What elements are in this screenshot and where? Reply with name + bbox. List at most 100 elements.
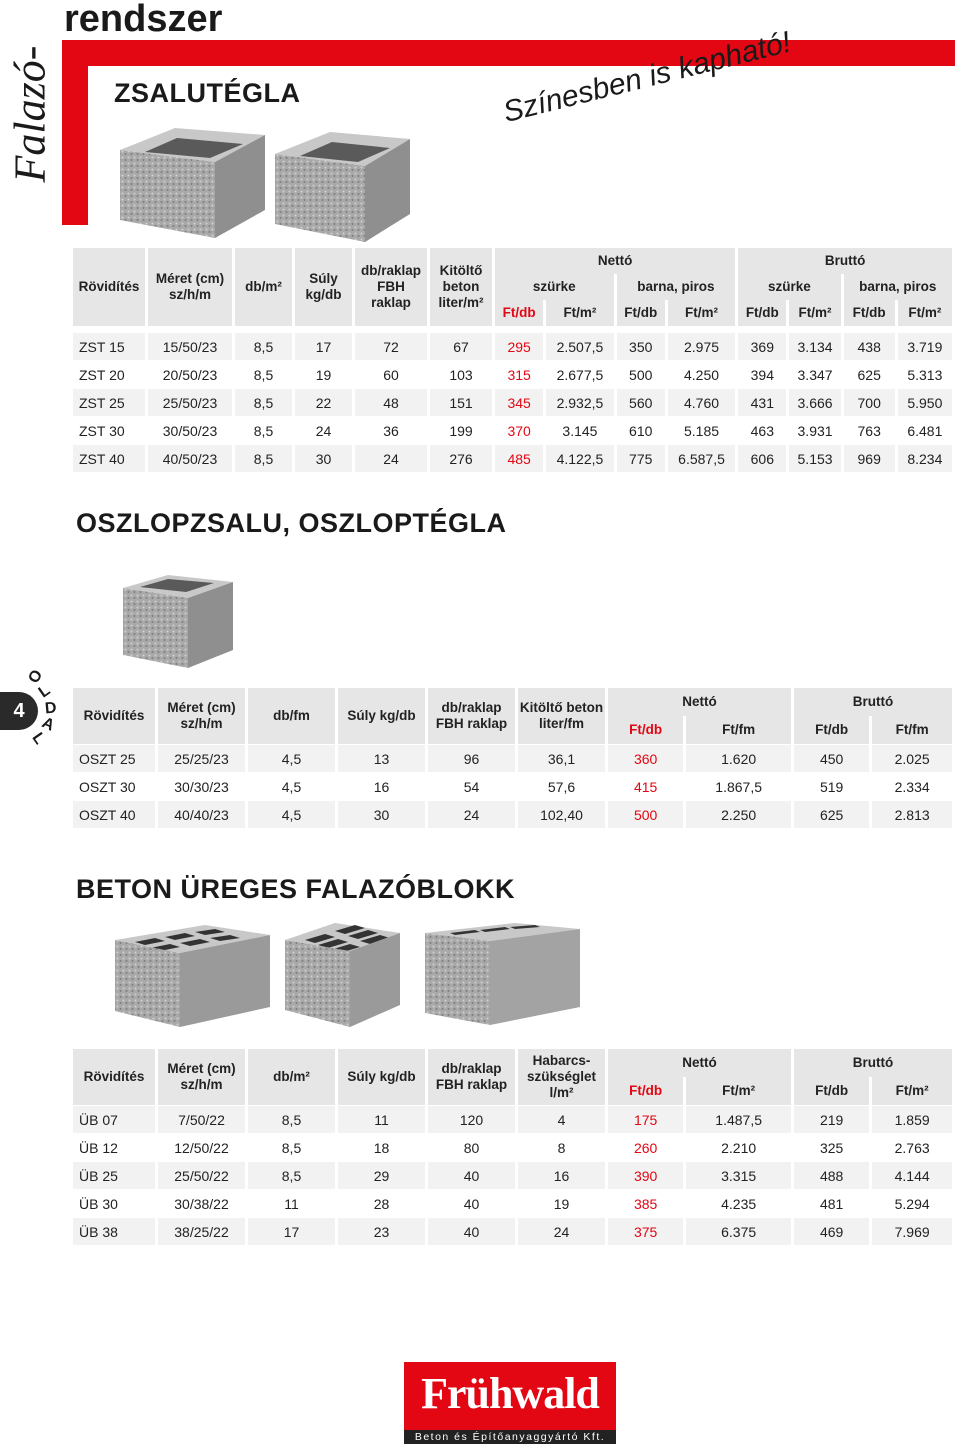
table-cell: 175	[608, 1105, 684, 1133]
table-row: OSZT 30 30/30/23 4,5 16 54 57,6 415 1.867,5 519 2…	[73, 772, 952, 800]
col-header-netto: Nettó	[495, 248, 736, 274]
table-cell: ZST 30	[73, 416, 145, 444]
table-row: ZST 30 30/50/23 8,5 24 36 199 370 3.145 610 5.185…	[73, 416, 952, 444]
col-header-ftfm: Ft/fm	[872, 716, 952, 744]
table-cell: 151	[430, 388, 492, 416]
table-cell: 4	[518, 1105, 605, 1133]
table-cell: 219	[794, 1105, 870, 1133]
oldal-letter: L	[28, 729, 49, 748]
col-header-ftm2: Ft/m²	[686, 1077, 792, 1105]
col-header-brutto: Bruttó	[794, 688, 952, 716]
table-cell: 763	[843, 416, 895, 444]
table-cell: 394	[738, 360, 787, 388]
table-cell: 606	[738, 444, 787, 472]
zsalutegla-product-image	[120, 128, 410, 242]
table-cell: 40	[428, 1189, 515, 1217]
table-cell: 8,5	[235, 416, 292, 444]
table-cell: 11	[248, 1189, 335, 1217]
col-header-abbr: Rövidítés	[73, 1049, 155, 1105]
table-cell: 700	[843, 388, 895, 416]
table-cell: 6.587,5	[667, 444, 736, 472]
col-header-fill: Kitöltő beton liter/m²	[430, 248, 492, 326]
table-cell: 325	[794, 1133, 870, 1161]
table-cell: 260	[608, 1133, 684, 1161]
col-header-pallet: db/raklap FBH raklap	[428, 688, 515, 744]
table-cell: 463	[738, 416, 787, 444]
table-cell: 48	[355, 388, 427, 416]
table-cell: 4,5	[248, 772, 335, 800]
table-cell: 3.719	[897, 332, 952, 360]
table-cell: 2.932,5	[546, 388, 614, 416]
table-cell: 560	[616, 388, 665, 416]
table-cell: 40	[428, 1161, 515, 1189]
ub-price-table: Rövidítés Méret (cm) sz/h/m db/m² Súly k…	[70, 1049, 955, 1245]
table-cell: 8,5	[235, 332, 292, 360]
table-cell: 625	[843, 360, 895, 388]
table-cell: 16	[338, 772, 425, 800]
table-cell: 24	[428, 800, 515, 828]
table-cell: 3.134	[789, 332, 841, 360]
table-cell: 2.250	[686, 800, 792, 828]
table-row: ÜB 07 7/50/22 8,5 11 120 4 175 1.487,5 219 1.859	[73, 1105, 952, 1133]
side-title: Falazó-	[5, 45, 55, 183]
table-cell: 375	[608, 1217, 684, 1245]
table-cell: 7/50/22	[158, 1105, 245, 1133]
table-cell: 8,5	[235, 444, 292, 472]
col-header-mortar: Habarcs- szükséglet l/m²	[518, 1049, 605, 1105]
table-cell: ZST 20	[73, 360, 145, 388]
table-cell: 2.025	[872, 744, 952, 772]
table-cell: 28	[338, 1189, 425, 1217]
table-cell: OSZT 25	[73, 744, 155, 772]
table-cell: ÜB 07	[73, 1105, 155, 1133]
table-cell: 4,5	[248, 744, 335, 772]
table-cell: 57,6	[518, 772, 605, 800]
logo-name: Frühwald	[421, 1369, 600, 1418]
table-cell: 30/50/23	[148, 416, 232, 444]
table-cell: ÜB 12	[73, 1133, 155, 1161]
header-red-bar	[62, 40, 955, 66]
table-cell: 5.153	[789, 444, 841, 472]
header-red-bar-vertical	[62, 40, 88, 225]
table-cell: 20/50/23	[148, 360, 232, 388]
col-header-ftdb: Ft/db	[608, 1077, 684, 1105]
col-header-ftdb: Ft/db	[843, 300, 895, 326]
table-cell: 488	[794, 1161, 870, 1189]
col-header-brown: barna, piros	[616, 274, 736, 300]
table-cell: 2.975	[667, 332, 736, 360]
table-cell: 295	[495, 332, 544, 360]
table-cell: 3.315	[686, 1161, 792, 1189]
table-cell: 5.950	[897, 388, 952, 416]
table-row: OSZT 40 40/40/23 4,5 30 24 102,40 500 2.250 625 2…	[73, 800, 952, 828]
col-header-fill: Kitöltő beton liter/fm	[518, 688, 605, 744]
table-cell: 120	[428, 1105, 515, 1133]
table-cell: 40/50/23	[148, 444, 232, 472]
table-cell: 1.487,5	[686, 1105, 792, 1133]
col-header-ftm2: Ft/m²	[546, 300, 614, 326]
table-cell: 103	[430, 360, 492, 388]
col-header-netto: Nettó	[608, 1049, 792, 1077]
table-cell: 3.347	[789, 360, 841, 388]
col-header-weight: Súly kg/db	[295, 248, 352, 326]
col-header-ftm2: Ft/m²	[667, 300, 736, 326]
table-cell: 6.375	[686, 1217, 792, 1245]
col-header-ftm2: Ft/m²	[897, 300, 952, 326]
table-row: ÜB 12 12/50/22 8,5 18 80 8 260 2.210 325 2.763	[73, 1133, 952, 1161]
table-cell: 8	[518, 1133, 605, 1161]
table-cell: 500	[616, 360, 665, 388]
table-cell: 25/50/23	[148, 388, 232, 416]
table-cell: 11	[338, 1105, 425, 1133]
table-cell: 2.507,5	[546, 332, 614, 360]
table-cell: 12/50/22	[158, 1133, 245, 1161]
table-cell: 36,1	[518, 744, 605, 772]
col-header-ftm2: Ft/m²	[872, 1077, 952, 1105]
col-header-ftdb: Ft/db	[794, 1077, 870, 1105]
table-cell: 350	[616, 332, 665, 360]
table-cell: 19	[518, 1189, 605, 1217]
table-cell: 38/25/22	[158, 1217, 245, 1245]
table-cell: 25/50/22	[158, 1161, 245, 1189]
table-cell: 102,40	[518, 800, 605, 828]
table-cell: 5.185	[667, 416, 736, 444]
table-row: ZST 20 20/50/23 8,5 19 60 103 315 2.677,5 500 4.2…	[73, 360, 952, 388]
table-cell: 385	[608, 1189, 684, 1217]
table-cell: 276	[430, 444, 492, 472]
